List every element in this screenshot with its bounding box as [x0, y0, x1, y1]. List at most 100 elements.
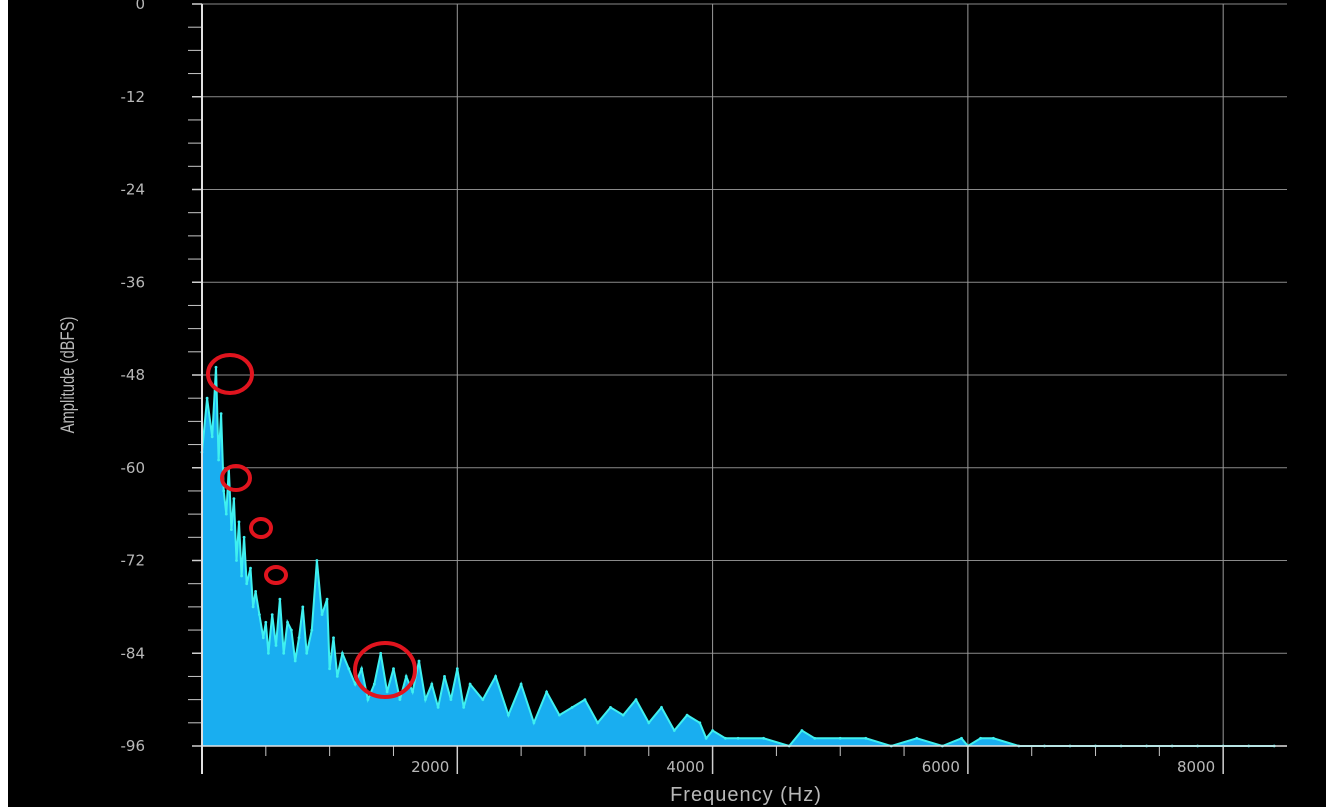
spectrum-point: [353, 682, 357, 686]
spectrum-point: [379, 651, 383, 655]
spectrum-point: [214, 365, 218, 369]
spectrum-point: [222, 489, 226, 493]
y-tick-label: -48: [121, 366, 146, 384]
y-tick-label: -36: [121, 273, 146, 291]
spectrum-point: [315, 559, 319, 562]
spectrum-point: [249, 566, 252, 570]
spectrum-point: [992, 736, 995, 740]
tick-labels: 0 -12 -24 -36 -48 -60 -72 -84 -96 2000 4000 6000 800…: [121, 0, 1216, 776]
y-tick-label: -60: [121, 459, 146, 477]
spectrum-point: [392, 667, 395, 671]
spectrum-point: [915, 736, 919, 740]
y-tick-label: -72: [121, 552, 146, 570]
spectrum-point: [320, 613, 324, 616]
spectrum-point: [242, 535, 246, 539]
spectrum-point: [455, 667, 459, 671]
peak-annotation-circle: [264, 565, 288, 585]
spectrum-point: [251, 605, 255, 609]
spectrum-point: [328, 667, 331, 671]
x-tick-label: 8000: [1177, 758, 1215, 776]
x-axis-label: Frequency (Hz): [670, 784, 822, 806]
spectrum-point: [609, 706, 612, 709]
spectrum-point: [325, 597, 329, 601]
spectrum-point: [372, 682, 376, 686]
spectrum-point: [224, 512, 228, 516]
spectrum-point: [468, 682, 472, 686]
spectrum-point: [347, 667, 351, 671]
spectrum-point: [762, 736, 765, 740]
spectrum-point: [430, 682, 434, 686]
spectrum-point: [698, 721, 702, 725]
spectrum-point: [960, 736, 963, 740]
spectrum-point: [293, 659, 297, 663]
spectrum-point: [404, 675, 408, 678]
y-axis-minor-ticks: [188, 26, 1160, 756]
spectrum-point: [570, 706, 574, 709]
spectrum-point: [443, 675, 446, 678]
spectrum-point: [366, 698, 370, 701]
spectrum-point: [436, 706, 440, 709]
spectrum-point: [217, 458, 221, 462]
spectrum-point: [724, 736, 727, 740]
spectrum-point: [558, 713, 561, 717]
spectrum-point: [219, 412, 223, 415]
spectrum-point: [335, 675, 339, 678]
spectrum-point: [254, 590, 257, 593]
spectrum-point: [341, 651, 344, 655]
spectrum-point: [532, 721, 536, 725]
spectrum-point: [237, 520, 241, 524]
spectrum-series: [200, 365, 1276, 748]
grid: [202, 3, 1287, 747]
spectrum-point: [205, 396, 209, 400]
spectrum-point: [301, 605, 305, 609]
spectrum-point: [270, 613, 274, 616]
spectrum-point: [647, 721, 651, 725]
peak-annotations: [206, 353, 417, 699]
spectrum-area: [202, 367, 1275, 746]
y-tick-label: 0: [135, 0, 145, 13]
spectrum-point: [411, 690, 414, 694]
spectrum-point: [261, 636, 265, 640]
spectrum-point: [398, 698, 402, 701]
spectrum-point: [494, 675, 497, 678]
spectrum-point: [245, 582, 249, 586]
spectrum-point: [267, 651, 270, 655]
spectrum-point: [979, 736, 982, 740]
y-tick-label: -24: [121, 181, 146, 199]
spectrum-point: [297, 636, 301, 640]
y-tick-label: -84: [121, 644, 146, 662]
spectrum-point: [507, 713, 510, 717]
spectrum-point: [305, 651, 309, 655]
spectrum-point: [290, 628, 293, 632]
spectrum-point: [545, 690, 548, 694]
spectrum-point: [240, 574, 244, 578]
spectrum-point: [621, 713, 625, 717]
x-tick-label: 2000: [411, 758, 449, 776]
y-tick-label: -96: [121, 737, 146, 755]
spectrum-point: [711, 729, 714, 732]
spectrum-point: [264, 620, 268, 624]
spectrum-point: [800, 729, 804, 732]
spectrum-point: [278, 597, 282, 601]
spectrum-point: [704, 736, 708, 740]
spectrum-point: [449, 698, 453, 701]
spectrum-point: [481, 698, 485, 701]
spectrum-point: [424, 698, 427, 701]
spectrum-point: [417, 659, 421, 663]
spectrum-point: [235, 559, 238, 562]
x-tick-label: 4000: [666, 758, 704, 776]
spectrum-point: [672, 729, 676, 732]
spectrum-point: [813, 736, 817, 740]
axes: [192, 3, 1287, 774]
spectrum-point: [360, 667, 363, 671]
peak-annotation-circle: [206, 353, 254, 395]
spectrum-point: [286, 620, 289, 624]
spectrum-point: [310, 628, 314, 632]
spectrum-point: [274, 644, 278, 647]
spectrum-point: [462, 706, 466, 709]
peak-annotation-circle: [353, 641, 417, 699]
spectrum-point: [736, 736, 740, 740]
spectrum-point: [230, 528, 233, 531]
